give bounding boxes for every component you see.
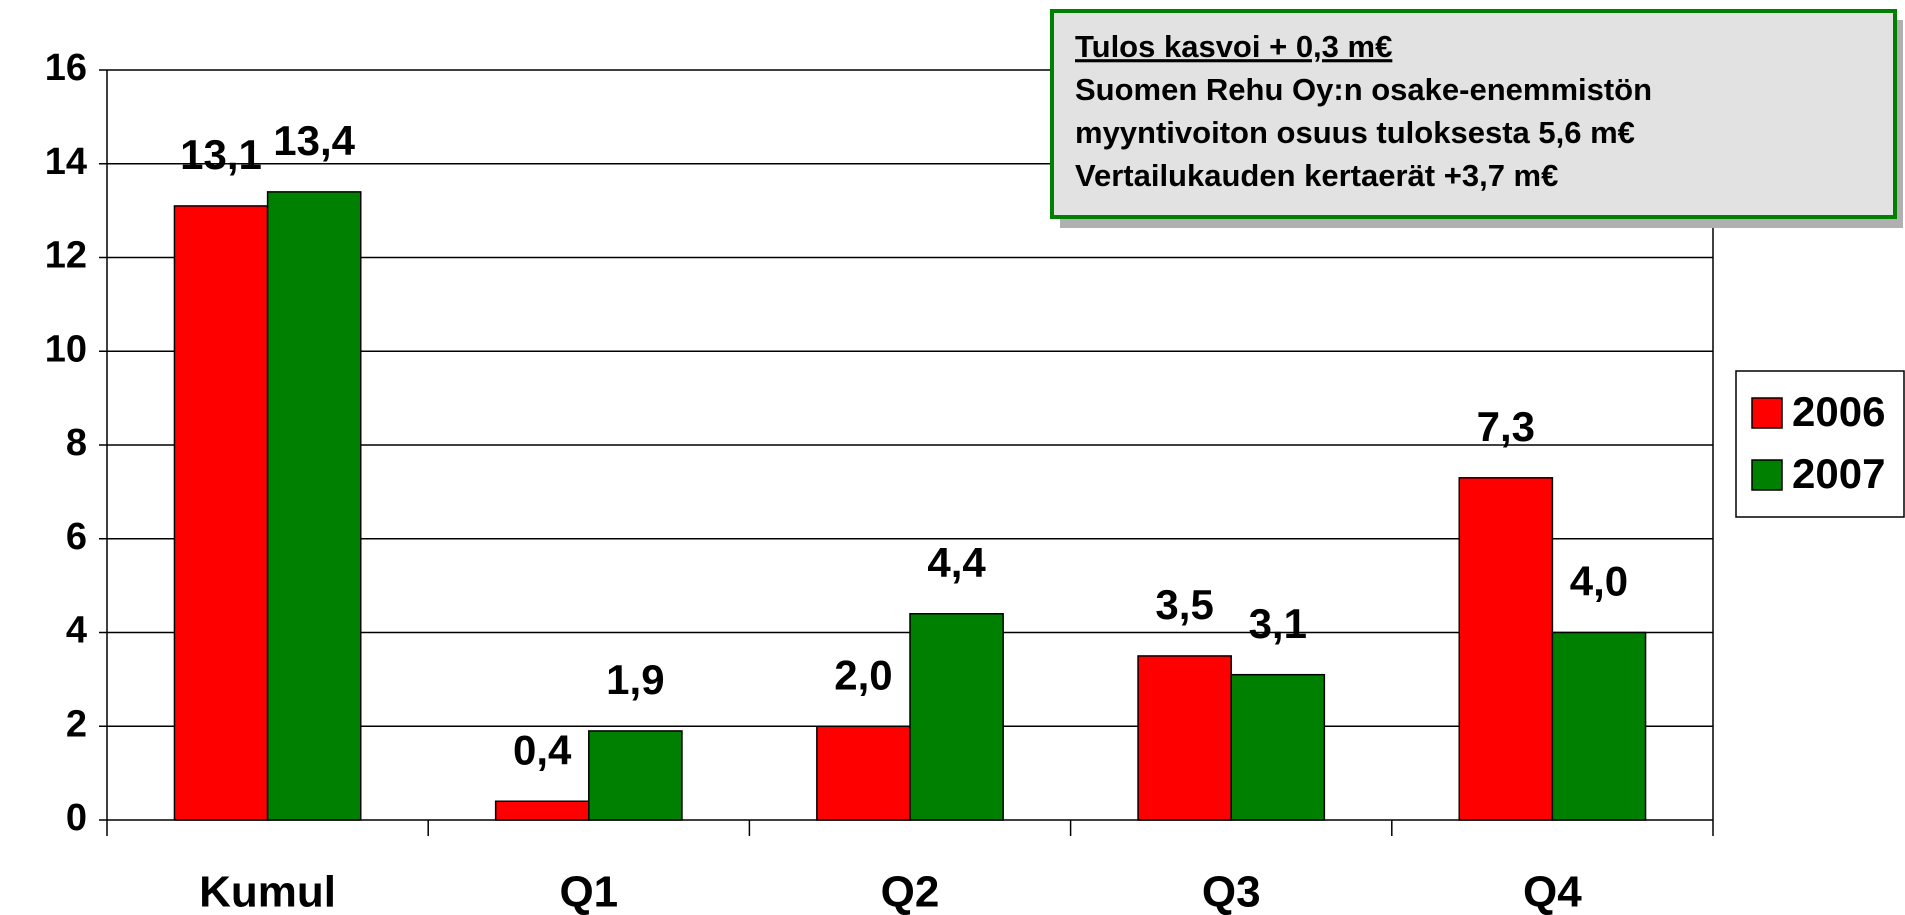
value-label: 3,1 — [1249, 600, 1307, 647]
legend-label: 2006 — [1792, 388, 1885, 435]
legend: 2006 2007 — [1735, 370, 1905, 518]
bar — [1137, 655, 1232, 821]
bar — [909, 613, 1004, 821]
value-label: 7,3 — [1477, 403, 1535, 450]
y-tick-label: 2 — [66, 703, 87, 745]
y-tick-label: 8 — [66, 422, 87, 464]
value-label: 2,0 — [834, 651, 892, 698]
annotation: Tulos kasvoi + 0,3 m€ Suomen Rehu Oy:n os… — [1050, 9, 1903, 228]
value-label: 0,4 — [513, 726, 572, 773]
y-tick-label: 12 — [45, 235, 87, 277]
x-tick-label: Q3 — [1202, 868, 1261, 915]
value-label: 3,5 — [1155, 581, 1213, 628]
y-tick-label: 0 — [66, 797, 87, 839]
x-tick-label: Q2 — [881, 868, 940, 915]
legend-swatch — [1751, 459, 1783, 491]
value-label: 1,9 — [606, 656, 664, 703]
y-tick-label: 10 — [45, 328, 87, 370]
x-tick-label: Kumul — [199, 868, 336, 915]
bar — [1230, 673, 1326, 821]
x-tick-label: Q4 — [1523, 868, 1582, 915]
annotation-line: Vertailukauden kertaerät +3,7 m€ — [1075, 158, 1558, 193]
value-label: 13,4 — [273, 117, 355, 164]
annotation-line: myyntivoiton osuus tuloksesta 5,6 m€ — [1075, 115, 1635, 150]
bar — [1458, 477, 1554, 821]
legend-box — [1735, 370, 1905, 518]
bar — [588, 730, 683, 821]
bar — [1551, 631, 1647, 821]
bar — [173, 205, 269, 821]
bar — [816, 725, 911, 821]
y-tick-label: 16 — [45, 47, 87, 89]
value-label: 4,4 — [927, 539, 986, 586]
legend-label: 2007 — [1792, 450, 1885, 497]
legend-swatch — [1751, 397, 1783, 429]
annotation-line: Suomen Rehu Oy:n osake-enemmistön — [1075, 72, 1652, 107]
y-tick-label: 4 — [66, 610, 87, 652]
annotation-line: Tulos kasvoi + 0,3 m€ — [1075, 29, 1392, 64]
x-tick-label: Q1 — [559, 868, 618, 915]
y-tick-label: 14 — [45, 141, 87, 183]
bar — [494, 800, 590, 821]
value-label: 13,1 — [180, 131, 262, 178]
bar — [266, 191, 362, 821]
y-tick-label: 6 — [66, 516, 87, 558]
annotation-box — [1050, 9, 1897, 219]
value-label: 4,0 — [1570, 558, 1628, 605]
